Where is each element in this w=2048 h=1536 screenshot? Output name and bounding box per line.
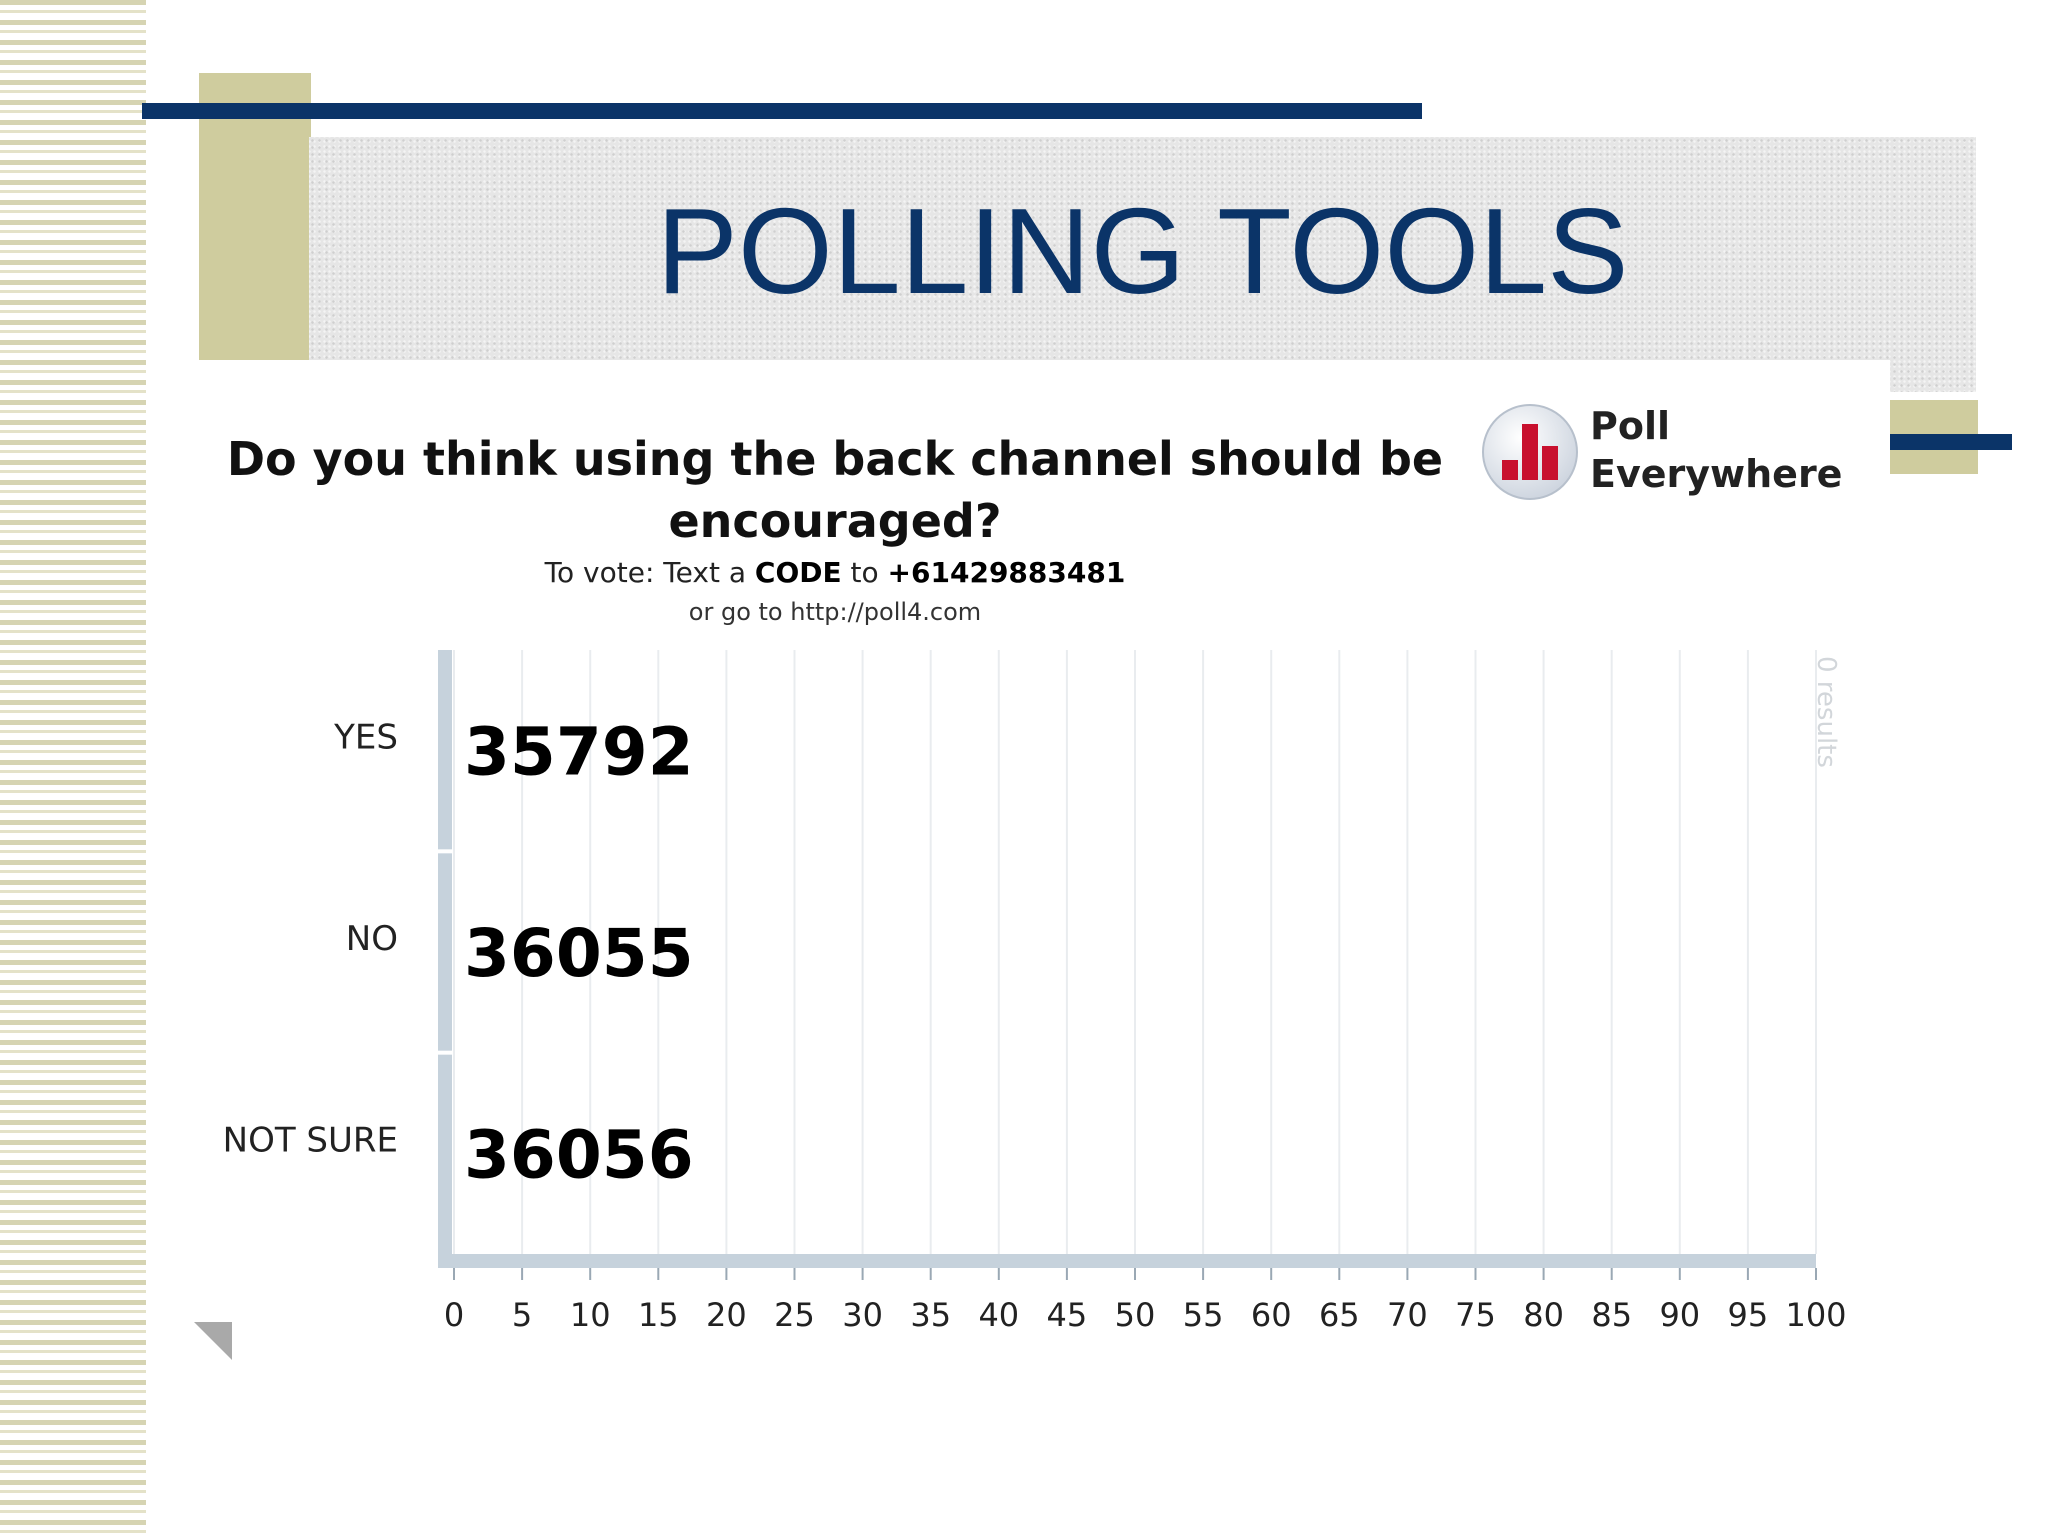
striped-side-decoration	[0, 0, 146, 1536]
x-tick-label: 70	[1387, 1296, 1428, 1334]
vote-to: to	[850, 556, 879, 589]
data-label: 36055	[464, 915, 694, 992]
x-tick-label: 0	[444, 1296, 464, 1334]
y-axis-bar	[438, 650, 452, 1254]
x-tick-label: 20	[706, 1296, 747, 1334]
x-tick-label: 55	[1183, 1296, 1224, 1334]
x-axis-bar	[438, 1254, 1816, 1268]
vote-prefix: To vote: Text a	[544, 556, 746, 589]
x-tick-label: 45	[1047, 1296, 1088, 1334]
vote-url: or go to http://poll4.com	[688, 598, 982, 626]
vote-code: CODE	[754, 556, 842, 589]
x-tick-label: 50	[1115, 1296, 1156, 1334]
x-tick-label: 35	[910, 1296, 951, 1334]
poll-panel	[198, 360, 1890, 1350]
poll-question: Do you think using the back channel shou…	[226, 432, 1444, 548]
x-tick-label: 40	[978, 1296, 1019, 1334]
x-tick-label: 100	[1785, 1296, 1846, 1334]
category-label: YES	[333, 718, 398, 758]
x-tick-label: 15	[638, 1296, 679, 1334]
x-tick-label: 25	[774, 1296, 815, 1334]
page-curl-corner	[194, 1322, 232, 1360]
x-tick-label: 95	[1728, 1296, 1769, 1334]
vote-number: +61429883481	[887, 556, 1126, 589]
x-tick-label: 75	[1455, 1296, 1496, 1334]
vote-instructions: To vote: Text a CODE to +61429883481	[210, 556, 1460, 589]
slide-title: POLLING TOOLS	[656, 183, 1629, 319]
category-label: NO	[346, 919, 398, 959]
x-tick-label: 60	[1251, 1296, 1292, 1334]
x-tick-label: 10	[570, 1296, 611, 1334]
category-label: NOT SURE	[223, 1120, 398, 1160]
tan-accent-block	[199, 73, 311, 360]
data-label: 36056	[464, 1116, 694, 1193]
brand-line-1: Poll	[1590, 404, 1671, 448]
top-navy-rule	[142, 103, 1422, 119]
x-tick-label: 65	[1319, 1296, 1360, 1334]
right-navy-rule	[1890, 434, 2012, 450]
x-tick-label: 80	[1523, 1296, 1564, 1334]
title-banner-background	[309, 137, 1976, 392]
results-note: 0 results	[1811, 656, 1841, 768]
brand-line-2: Everywhere	[1590, 452, 1843, 496]
poll-results-chart: 0 5 10 15 20 25 30 35 40 45 50 55 60 65 70 75 80 85 90 95 10…	[223, 650, 1847, 1334]
x-tick-label: 85	[1591, 1296, 1632, 1334]
x-tick-label: 5	[512, 1296, 532, 1334]
y-axis-separator	[438, 1050, 452, 1055]
x-tick-label: 90	[1659, 1296, 1700, 1334]
x-tick-label: 30	[842, 1296, 883, 1334]
poll-everywhere-brand: Poll Everywhere	[1590, 402, 1842, 498]
y-axis-separator	[438, 849, 452, 854]
bar-chart-logo-icon	[1482, 404, 1578, 500]
data-label: 35792	[464, 714, 694, 791]
